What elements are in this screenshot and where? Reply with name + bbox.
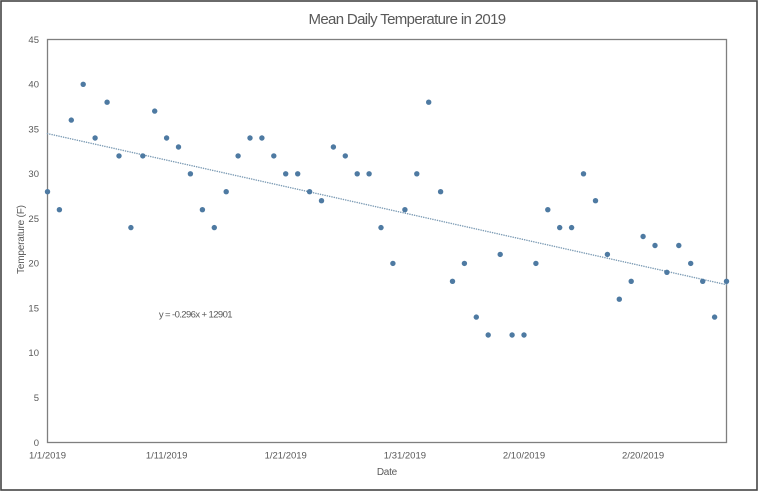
svg-text:1/1/2019: 1/1/2019: [29, 450, 66, 461]
svg-text:5: 5: [34, 393, 39, 404]
svg-text:35: 35: [28, 124, 39, 135]
svg-text:10: 10: [28, 348, 39, 359]
svg-text:30: 30: [28, 169, 39, 180]
svg-text:1/11/2019: 1/11/2019: [146, 450, 188, 461]
svg-text:25: 25: [28, 214, 39, 225]
svg-text:15: 15: [28, 304, 39, 315]
svg-text:y = -0.296x + 12901: y = -0.296x + 12901: [159, 310, 232, 321]
svg-text:2/10/2019: 2/10/2019: [503, 450, 545, 461]
svg-text:2/20/2019: 2/20/2019: [622, 450, 664, 461]
svg-text:1/21/2019: 1/21/2019: [265, 450, 307, 461]
svg-text:1/31/2019: 1/31/2019: [384, 450, 426, 461]
svg-text:Temperature (F): Temperature (F): [16, 205, 27, 274]
svg-text:45: 45: [28, 35, 39, 46]
svg-text:Mean Daily Temperature in 2019: Mean Daily Temperature in 2019: [308, 11, 505, 28]
svg-text:40: 40: [28, 80, 39, 91]
svg-text:0: 0: [34, 438, 39, 449]
svg-text:20: 20: [28, 259, 39, 270]
svg-text:Date: Date: [377, 467, 398, 478]
